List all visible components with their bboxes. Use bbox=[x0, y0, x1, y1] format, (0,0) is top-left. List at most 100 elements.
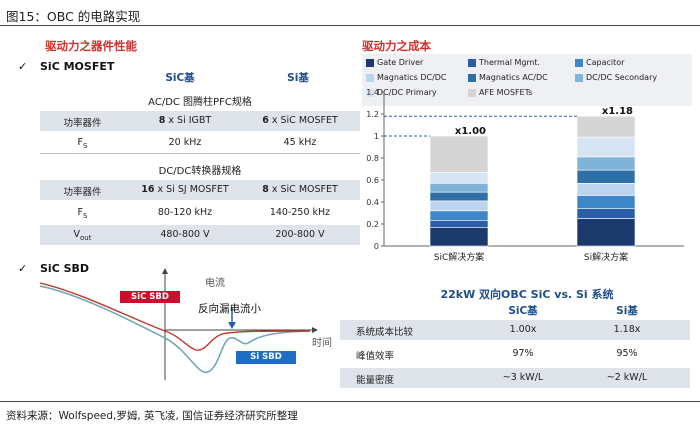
y-tick-label-7: 1.4 bbox=[366, 88, 379, 97]
legend-swatch-0 bbox=[366, 58, 374, 67]
pfc-row-0 bbox=[40, 111, 360, 131]
dcdc-row-0-label: 功率器件 bbox=[63, 187, 102, 198]
mosfet-label: SiC MOSFET bbox=[40, 60, 115, 73]
bar-0-seg-6 bbox=[429, 172, 489, 184]
dcdc-row-2-label: Vout bbox=[73, 229, 92, 242]
legend-label-6: DC/DC Primary bbox=[377, 88, 437, 97]
bar-1-seg-4 bbox=[576, 169, 636, 184]
mosfet-col-sic: SiC基 bbox=[165, 72, 195, 84]
sbd-x-axis-label: 时间 bbox=[312, 338, 332, 349]
x-category-label-0: SiC解决方案 bbox=[434, 251, 485, 263]
system-row-0-label: 系统成本比较 bbox=[356, 327, 414, 338]
dcdc-row-1-label: FS bbox=[77, 207, 88, 220]
legend-item-3: Magnatics DC/DC bbox=[366, 73, 447, 82]
si-sbd-tag: Si SBD bbox=[236, 351, 296, 364]
legend-swatch-4 bbox=[468, 73, 476, 82]
bottom-rule bbox=[0, 401, 700, 402]
legend-label-2: Capacitor bbox=[586, 58, 625, 67]
legend-swatch-5 bbox=[575, 73, 583, 82]
bar-0-seg-7 bbox=[429, 135, 489, 173]
bar-1-seg-2 bbox=[576, 195, 636, 209]
pfc-row-1-sic: 45 kHz bbox=[283, 137, 317, 148]
y-tick-label-4: 0.8 bbox=[366, 154, 379, 163]
mosfet-col-si: Si基 bbox=[287, 72, 309, 84]
system-row-0-si: 1.18x bbox=[613, 324, 641, 335]
top-rule bbox=[0, 25, 700, 26]
dcdc-row-0-si: 16 x Si SJ MOSFET bbox=[141, 184, 229, 195]
pfc-title: AC/DC 图腾柱PFC规格 bbox=[148, 97, 252, 108]
legend-label-1: Thermal Mgmt. bbox=[479, 58, 540, 67]
legend-label-7: AFE MOSFETs bbox=[479, 88, 533, 97]
legend-label-0: Gate Driver bbox=[377, 58, 424, 67]
bar-total-label-1: x1.18 bbox=[602, 106, 633, 117]
x-category-label-1: Si解决方案 bbox=[584, 251, 628, 263]
y-tick-label-3: 0.6 bbox=[366, 176, 379, 185]
legend-box bbox=[362, 54, 692, 106]
bar-total-label-0: x1.00 bbox=[455, 126, 486, 137]
bar-1-seg-1 bbox=[576, 208, 636, 219]
system-row-2-label: 能量密度 bbox=[356, 375, 395, 386]
bar-1-seg-6 bbox=[576, 136, 636, 158]
bar-0-seg-3 bbox=[429, 200, 489, 212]
legend-item-0: Gate Driver bbox=[366, 58, 423, 67]
legend-item-2: Capacitor bbox=[575, 58, 624, 67]
bar-1-seg-3 bbox=[576, 183, 636, 196]
pfc-row-0-si: 8 x Si IGBT bbox=[158, 115, 212, 126]
left-section-title: 驱动力之器件性能 bbox=[45, 39, 137, 53]
system-row-2-sic: ~3 kW/L bbox=[502, 372, 544, 383]
y-tick-label-2: 0.4 bbox=[366, 198, 379, 207]
legend-item-6: DC/DC Primary bbox=[366, 88, 437, 97]
bar-0-seg-0 bbox=[429, 227, 489, 247]
bar-0-seg-2 bbox=[429, 210, 489, 222]
bar-1-seg-5 bbox=[576, 156, 636, 171]
legend-item-7: AFE MOSFETs bbox=[468, 88, 532, 97]
source-note: 资料来源：Wolfspeed,罗姆, 英飞凌, 国信证券经济研究所整理 bbox=[6, 410, 298, 422]
system-col-si: Si基 bbox=[616, 305, 638, 317]
pfc-row-0-sic: 6 x SiC MOSFET bbox=[262, 115, 338, 126]
dcdc-row-1-si: 80-120 kHz bbox=[157, 207, 213, 218]
pfc-row-0-label: 功率器件 bbox=[63, 118, 102, 129]
y-tick-label-5: 1 bbox=[374, 132, 379, 141]
pfc-row-1-label: FS bbox=[77, 137, 88, 150]
bar-0-seg-1 bbox=[429, 220, 489, 228]
bar-1-seg-0 bbox=[576, 218, 636, 247]
legend-item-4: Magnatics AC/DC bbox=[468, 73, 548, 82]
bar-1-seg-7 bbox=[576, 115, 636, 138]
legend-label-3: Magnatics DC/DC bbox=[377, 73, 447, 82]
bar-0-seg-4 bbox=[429, 191, 489, 202]
system-row-1-label: 峰值效率 bbox=[356, 351, 395, 362]
y-tick-label-1: 0.2 bbox=[366, 220, 379, 229]
bar-0-seg-5 bbox=[429, 183, 489, 193]
pfc-row-1-si: 20 kHz bbox=[168, 137, 202, 148]
dcdc-row-1-sic: 140-250 kHz bbox=[269, 207, 331, 218]
dcdc-title: DC/DC转换器规格 bbox=[158, 166, 242, 177]
system-col-sic: SiC基 bbox=[508, 305, 538, 317]
cost-stacked-bar-chart: 0 0.2 0.4 0.6 0.8 1 1.2 1.4 SiC解决方案 x1.00 Si解决方案 x1… bbox=[366, 88, 684, 263]
y-tick-label-6: 1.2 bbox=[366, 110, 379, 119]
mosfet-check-icon: ✓ bbox=[18, 60, 28, 73]
system-row-1-si: 95% bbox=[616, 348, 638, 359]
sbd-waveform-diagram bbox=[40, 268, 318, 380]
legend-swatch-3 bbox=[366, 73, 374, 82]
system-row-1-sic: 97% bbox=[512, 348, 534, 359]
legend-label-5: DC/DC Secondary bbox=[586, 73, 658, 82]
dcdc-row-0-sic: 8 x SiC MOSFET bbox=[262, 184, 338, 195]
dcdc-row-0 bbox=[40, 180, 360, 200]
dcdc-row-2-si: 480-800 V bbox=[160, 229, 210, 240]
legend-item-1: Thermal Mgmt. bbox=[468, 58, 540, 67]
system-row-2-si: ~2 kW/L bbox=[606, 372, 648, 383]
sic-sbd-tag: SiC SBD bbox=[120, 291, 180, 303]
dcdc-row-2-sic: 200-800 V bbox=[275, 229, 325, 240]
sbd-y-axis-label: 电流 bbox=[205, 278, 225, 289]
legend-swatch-7 bbox=[468, 88, 476, 97]
pfc-separator bbox=[40, 153, 360, 154]
system-title: 22kW 双向OBC SiC vs. Si 系统 bbox=[440, 288, 614, 301]
sbd-check-icon: ✓ bbox=[18, 262, 28, 275]
sbd-annotation: 反向漏电流小 bbox=[198, 303, 261, 315]
legend-label-4: Magnatics AC/DC bbox=[479, 73, 548, 82]
right-section-title: 驱动力之成本 bbox=[362, 39, 431, 53]
y-tick-label-0: 0 bbox=[374, 242, 379, 251]
sbd-label: SiC SBD bbox=[40, 262, 90, 275]
legend-item-5: DC/DC Secondary bbox=[575, 73, 657, 82]
figure-title: 图15：OBC 的电路实现 bbox=[6, 9, 141, 24]
